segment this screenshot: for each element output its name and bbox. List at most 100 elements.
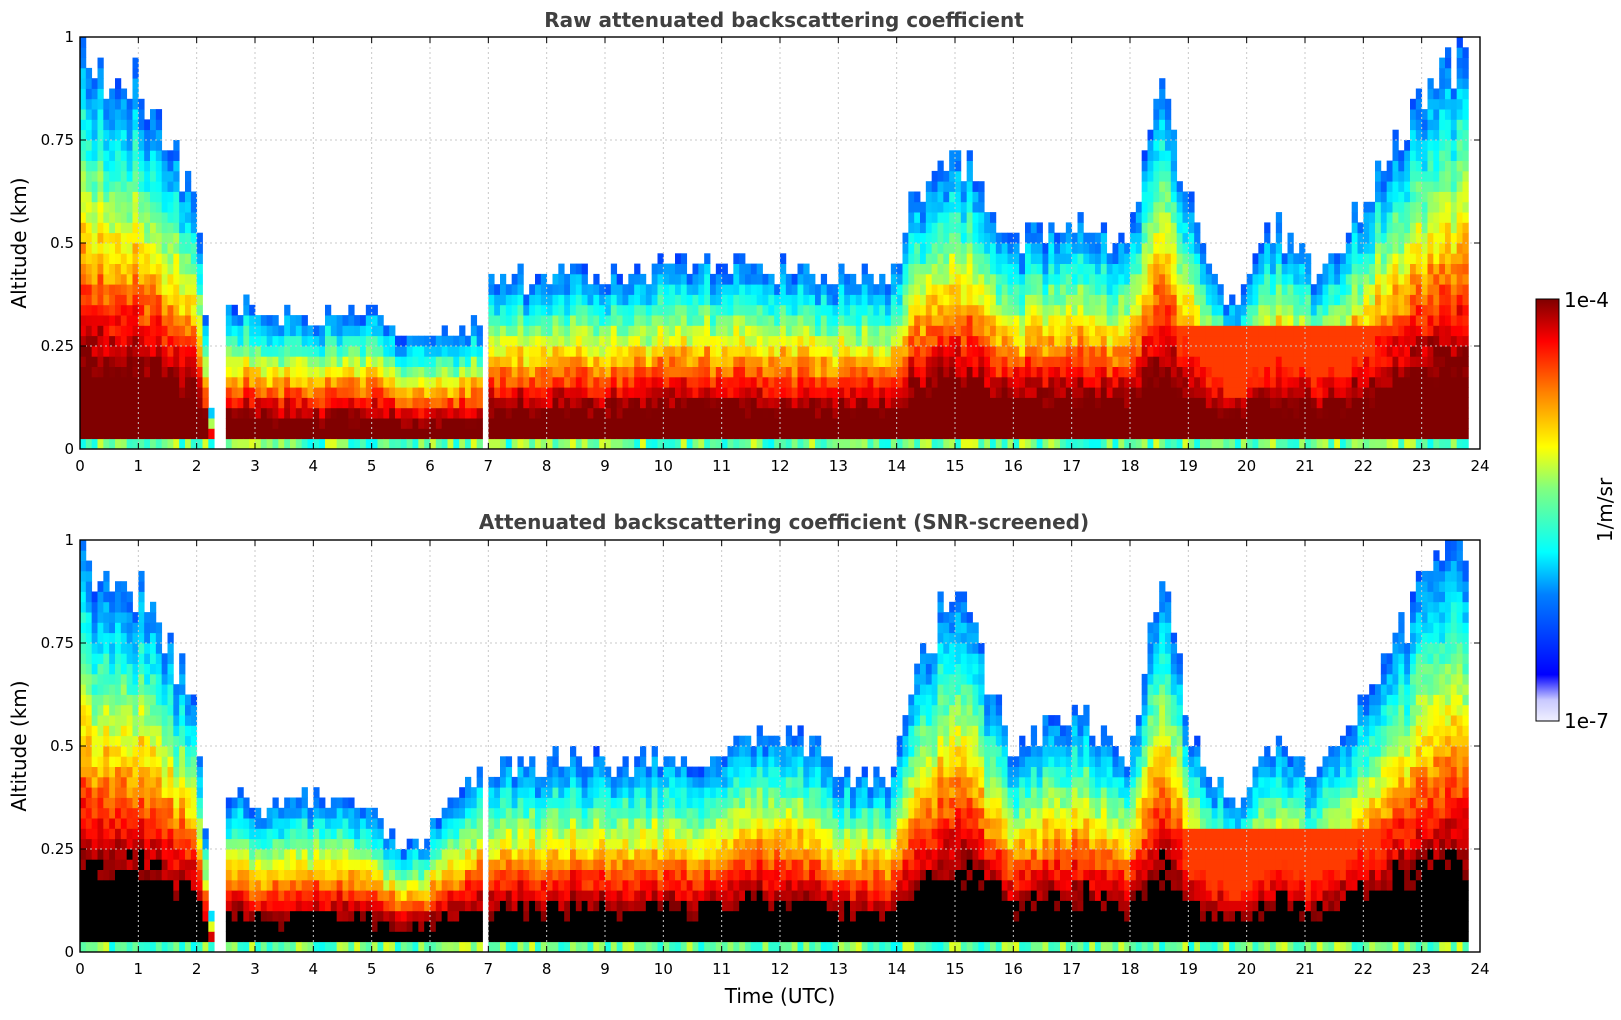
- heatmap-cell: [354, 335, 361, 347]
- heatmap-cell: [1340, 428, 1347, 440]
- heatmap-cell: [937, 315, 944, 326]
- heatmap-cell: [1200, 273, 1207, 285]
- heatmap-cell: [155, 243, 163, 254]
- heatmap-cell: [1415, 129, 1423, 141]
- heatmap-cell: [634, 273, 641, 285]
- heatmap-cell: [330, 376, 338, 388]
- heatmap-cell: [225, 438, 233, 450]
- heatmap-cell: [605, 315, 612, 326]
- heatmap-cell: [185, 387, 192, 398]
- heatmap-cell: [319, 397, 326, 409]
- heatmap-cell: [1042, 304, 1049, 316]
- heatmap-cell: [535, 335, 542, 347]
- heatmap-cell: [1246, 273, 1253, 285]
- heatmap-cell: [150, 315, 157, 326]
- heatmap-cell: [167, 294, 174, 306]
- heatmap-cell: [1060, 273, 1067, 285]
- heatmap-cell: [237, 438, 244, 450]
- heatmap-cell: [313, 397, 320, 409]
- heatmap-cell: [1042, 418, 1049, 429]
- x-tick-label: 6: [425, 457, 435, 475]
- heatmap-cell: [138, 119, 145, 131]
- heatmap-cell: [1106, 397, 1113, 409]
- heatmap-cell: [138, 170, 145, 182]
- heatmap-cell: [1270, 284, 1277, 295]
- heatmap-cell: [435, 376, 443, 388]
- heatmap-cell: [155, 212, 163, 223]
- heatmap-cell: [675, 376, 682, 388]
- heatmap-cell: [435, 366, 443, 378]
- heatmap-cell: [657, 356, 664, 367]
- heatmap-cell: [1369, 294, 1376, 306]
- heatmap-cell: [138, 243, 145, 254]
- heatmap-cell: [1386, 397, 1393, 409]
- heatmap-cell: [540, 376, 548, 388]
- heatmap-cell: [564, 428, 571, 440]
- heatmap-cell: [260, 376, 268, 388]
- x-tick-labels: 0 1 2 3 4 5 6 7 8 9 10 11 12 13 14 15 16 17 18 19 20 21 22 23 24: [75, 37, 1490, 475]
- heatmap-cell: [365, 438, 373, 450]
- heatmap-cell: [109, 109, 116, 120]
- heatmap-cell: [1124, 428, 1131, 440]
- heatmap-cell: [1415, 294, 1423, 306]
- heatmap-cell: [488, 397, 495, 409]
- heatmap-cell: [721, 294, 728, 306]
- heatmap-cell: [494, 294, 501, 306]
- heatmap-cell: [1100, 438, 1108, 450]
- heatmap-cell: [138, 284, 145, 295]
- heatmap-cell: [593, 418, 600, 429]
- heatmap-cell: [150, 387, 157, 398]
- heatmap-cell: [155, 129, 163, 141]
- heatmap-cell: [266, 438, 273, 450]
- heatmap-cell: [908, 418, 915, 429]
- heatmap-cell: [1340, 418, 1347, 429]
- heatmap-cell: [1427, 160, 1434, 172]
- heatmap-cell: [1112, 294, 1119, 306]
- heatmap-cell: [1427, 140, 1434, 151]
- heatmap-cell: [1445, 181, 1452, 192]
- heatmap-cell: [1345, 428, 1353, 440]
- heatmap-cell: [1281, 263, 1288, 275]
- heatmap-cell: [1450, 273, 1458, 285]
- heatmap-cell: [581, 407, 588, 419]
- heatmap-cell: [1013, 397, 1020, 409]
- heatmap-cell: [1054, 376, 1061, 388]
- heatmap-cell: [1165, 304, 1172, 316]
- heatmap-cell: [879, 294, 886, 306]
- heatmap-cell: [949, 222, 956, 234]
- heatmap-cell: [80, 47, 87, 58]
- heatmap-cell: [680, 418, 688, 429]
- heatmap-cell: [488, 428, 495, 440]
- heatmap-cell: [774, 418, 781, 429]
- heatmap-cell: [1369, 418, 1376, 429]
- heatmap-cell: [774, 335, 781, 347]
- heatmap-cell: [570, 356, 577, 367]
- heatmap-cell: [1223, 438, 1230, 450]
- heatmap-cell: [966, 428, 973, 440]
- heatmap-cell: [1404, 284, 1411, 295]
- heatmap-cell: [914, 315, 921, 326]
- heatmap-cell: [120, 387, 128, 398]
- heatmap-cell: [284, 428, 291, 440]
- heatmap-cell: [657, 407, 664, 419]
- heatmap-cell: [91, 315, 98, 326]
- heatmap-cell: [488, 273, 495, 285]
- heatmap-cell: [1077, 284, 1084, 295]
- heatmap-cell: [640, 387, 647, 398]
- heatmap-cell: [669, 263, 676, 275]
- heatmap-cell: [1176, 387, 1183, 398]
- heatmap-cell: [686, 418, 693, 429]
- heatmap-cell: [575, 397, 583, 409]
- heatmap-cell: [768, 376, 775, 388]
- heatmap-cell: [1439, 428, 1446, 440]
- heatmap-cell: [1398, 376, 1405, 388]
- heatmap-cell: [1398, 191, 1405, 203]
- heatmap-cell: [861, 304, 868, 316]
- heatmap-cell: [1030, 335, 1038, 347]
- heatmap-cell: [80, 931, 87, 943]
- heatmap-cell: [505, 356, 513, 367]
- heatmap-cell: [587, 335, 594, 347]
- heatmap-cell: [1310, 294, 1318, 306]
- heatmap-cell: [960, 232, 968, 244]
- heatmap-cell: [354, 346, 361, 357]
